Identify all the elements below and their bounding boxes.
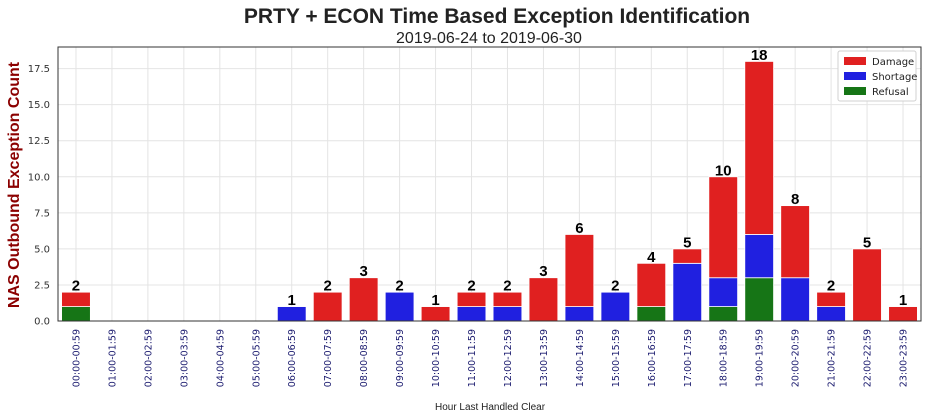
bar-total-label: 8 xyxy=(791,191,799,208)
x-tick-label: 13:00-13:59 xyxy=(539,329,550,387)
bar-total-label: 2 xyxy=(72,278,80,295)
x-tick-label: 03:00-03:59 xyxy=(179,329,190,387)
x-tick-label: 04:00-04:59 xyxy=(215,329,226,387)
bar-shortage-18:00-18:59 xyxy=(708,277,739,307)
bar-damage-08:00-08:59 xyxy=(348,277,379,322)
bar-total-label: 2 xyxy=(324,278,332,295)
x-tick-label: 21:00-21:59 xyxy=(827,329,838,387)
y-tick-label: 2.5 xyxy=(34,280,50,291)
bar-total-label: 2 xyxy=(827,278,835,295)
plot-frame xyxy=(57,46,922,322)
bar-total-label: 2 xyxy=(611,278,619,295)
x-tick-label: 09:00-09:59 xyxy=(395,329,406,387)
bar-totals: 2 1 2 3 2 1 2 2 3 6 2 4 5 10 18 8 2 5 1 xyxy=(72,47,907,309)
y-axis-ticks: 0.0 2.5 5.0 7.5 10.0 12.5 15.0 17.5 xyxy=(28,64,50,327)
x-tick-label: 17:00-17:59 xyxy=(683,329,694,387)
bar-total-label: 10 xyxy=(715,162,732,179)
x-tick-label: 12:00-12:59 xyxy=(503,329,514,387)
bar-shortage-09:00-09:59 xyxy=(384,291,415,322)
y-tick-label: 15.0 xyxy=(28,100,50,111)
bar-shortage-12:00-12:59 xyxy=(492,306,523,322)
bar-damage-16:00-16:59 xyxy=(636,262,667,307)
x-tick-label: 02:00-02:59 xyxy=(143,329,154,387)
x-tick-label: 23:00-23:59 xyxy=(899,329,910,387)
bar-refusal-16:00-16:59 xyxy=(636,306,667,322)
bar-damage-19:00-19:59 xyxy=(744,61,774,235)
x-tick-label: 06:00-06:59 xyxy=(287,329,298,387)
legend-swatch-refusal xyxy=(844,87,866,95)
x-tick-label: 19:00-19:59 xyxy=(755,329,766,387)
y-tick-label: 5.0 xyxy=(34,244,50,255)
x-tick-label: 15:00-15:59 xyxy=(611,329,622,387)
x-tick-label: 01:00-01:59 xyxy=(107,329,118,387)
bar-total-label: 2 xyxy=(395,278,403,295)
legend-swatch-damage xyxy=(844,57,866,65)
y-tick-label: 0.0 xyxy=(34,317,50,328)
x-tick-label: 05:00-05:59 xyxy=(251,329,262,387)
bar-shortage-17:00-17:59 xyxy=(672,262,703,322)
bar-total-label: 1 xyxy=(899,292,907,309)
bar-damage-17:00-17:59 xyxy=(672,248,703,264)
bar-shortage-11:00-11:59 xyxy=(456,306,487,322)
x-axis-ticks: 00:00-00:59 01:00-01:59 02:00-02:59 03:00-0… xyxy=(71,329,909,387)
x-tick-label: 22:00-22:59 xyxy=(863,329,874,387)
legend-label-refusal: Refusal xyxy=(872,87,909,98)
bar-damage-22:00-22:59 xyxy=(852,248,882,322)
bar-total-label: 2 xyxy=(467,278,475,295)
legend-label-shortage: Shortage xyxy=(872,72,917,83)
bar-damage-14:00-14:59 xyxy=(564,234,595,307)
bar-total-label: 1 xyxy=(431,292,439,309)
bar-damage-07:00-07:59 xyxy=(312,291,343,322)
bar-refusal-00:00-00:59 xyxy=(61,306,91,322)
bar-total-label: 1 xyxy=(288,292,296,309)
y-tick-label: 7.5 xyxy=(34,208,50,219)
bar-total-label: 5 xyxy=(683,234,691,251)
bar-damage-00:00-00:59 xyxy=(61,291,91,307)
bar-shortage-14:00-14:59 xyxy=(564,306,595,322)
x-tick-label: 16:00-16:59 xyxy=(647,329,658,387)
bar-shortage-15:00-15:59 xyxy=(600,291,631,322)
x-tick-label: 07:00-07:59 xyxy=(323,329,334,387)
bar-damage-12:00-12:59 xyxy=(492,291,523,307)
bar-shortage-20:00-20:59 xyxy=(780,277,810,322)
bar-total-label: 18 xyxy=(751,47,768,64)
bar-damage-13:00-13:59 xyxy=(528,277,559,322)
bar-damage-21:00-21:59 xyxy=(816,291,846,307)
x-tick-label: 08:00-08:59 xyxy=(359,329,370,387)
x-axis-label: Hour Last Handled Clear xyxy=(435,402,546,413)
bar-total-label: 4 xyxy=(647,249,656,266)
bar-total-label: 5 xyxy=(863,234,871,251)
bar-total-label: 3 xyxy=(539,263,547,280)
x-tick-label: 18:00-18:59 xyxy=(719,329,730,387)
y-tick-label: 12.5 xyxy=(28,136,50,147)
chart-title: PRTY + ECON Time Based Exception Identif… xyxy=(244,5,750,28)
y-axis-label: NAS Outbound Exception Count xyxy=(6,61,23,308)
bar-damage-20:00-20:59 xyxy=(780,205,810,279)
bar-total-label: 6 xyxy=(575,220,583,237)
x-tick-label: 14:00-14:59 xyxy=(575,329,586,387)
legend-label-damage: Damage xyxy=(872,57,914,68)
x-tick-label: 00:00-00:59 xyxy=(71,329,82,387)
x-tick-label: 10:00-10:59 xyxy=(431,329,442,387)
bars xyxy=(61,61,918,322)
chart-subtitle: 2019-06-24 to 2019-06-30 xyxy=(396,30,582,47)
bar-damage-18:00-18:59 xyxy=(708,176,739,279)
x-tick-label: 20:00-20:59 xyxy=(791,329,802,387)
bar-shortage-21:00-21:59 xyxy=(816,306,846,322)
bar-damage-11:00-11:59 xyxy=(456,291,487,307)
legend-swatch-shortage xyxy=(844,72,866,80)
x-tick-label: 11:00-11:59 xyxy=(467,329,478,387)
bar-total-label: 3 xyxy=(359,263,367,280)
y-tick-label: 10.0 xyxy=(28,172,50,183)
y-tick-label: 17.5 xyxy=(28,64,50,75)
legend: Damage Shortage Refusal xyxy=(837,50,917,102)
bar-refusal-18:00-18:59 xyxy=(708,306,739,322)
bar-total-label: 2 xyxy=(503,278,511,295)
bar-shortage-19:00-19:59 xyxy=(744,234,774,279)
bar-refusal-19:00-19:59 xyxy=(744,277,774,322)
